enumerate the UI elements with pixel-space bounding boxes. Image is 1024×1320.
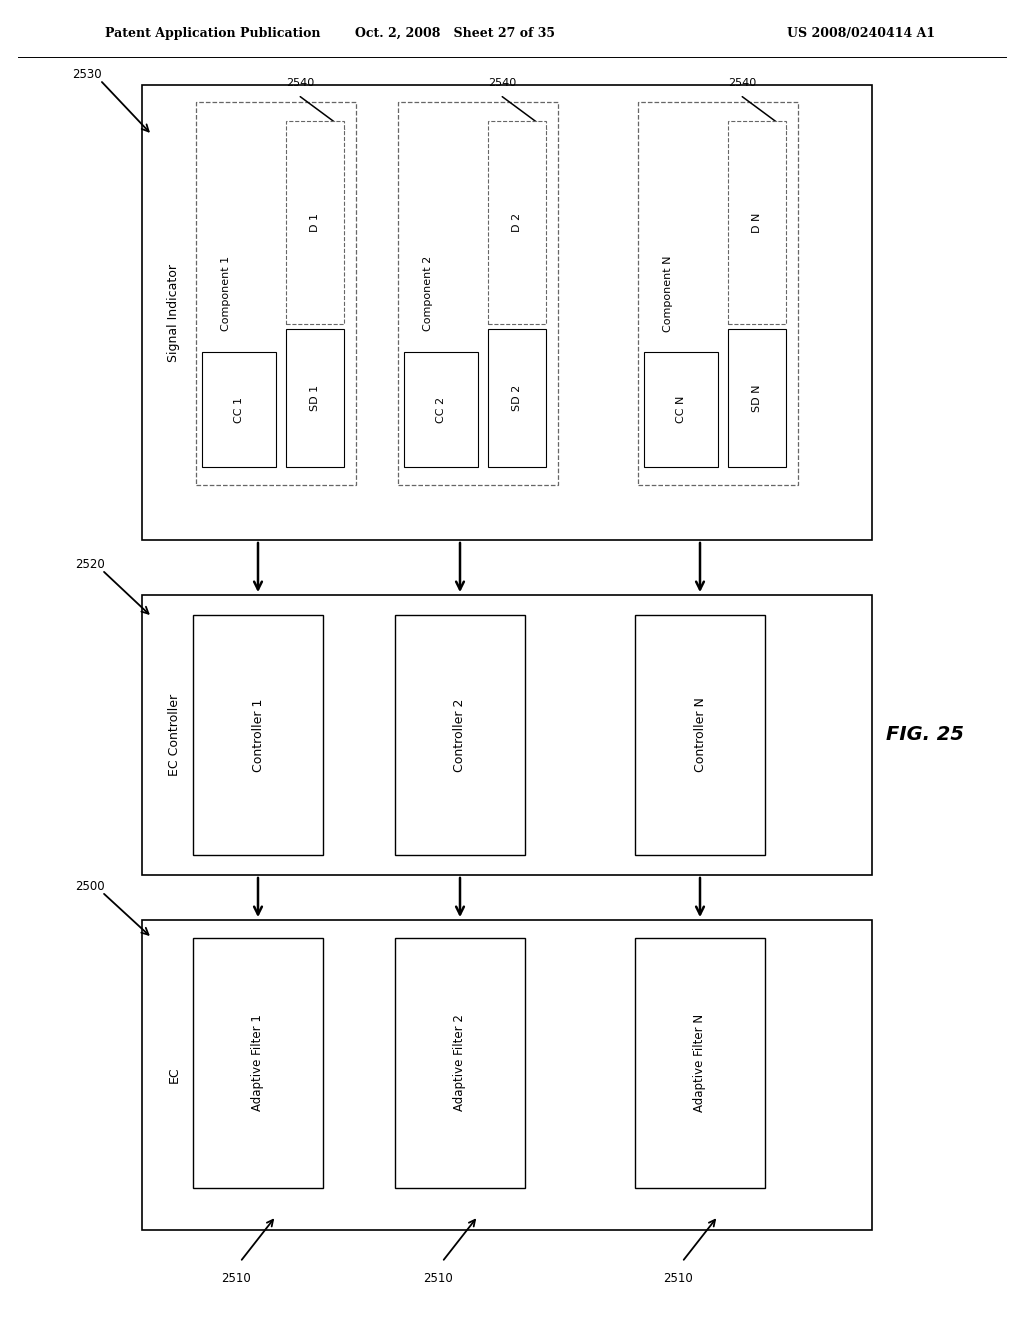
Text: Adaptive Filter N: Adaptive Filter N <box>693 1014 707 1111</box>
Text: US 2008/0240414 A1: US 2008/0240414 A1 <box>786 26 935 40</box>
Text: FIG. 25: FIG. 25 <box>886 726 964 744</box>
Bar <box>488 329 546 467</box>
Bar <box>638 102 798 484</box>
Text: 2540: 2540 <box>728 78 756 88</box>
Text: SD 1: SD 1 <box>310 385 319 411</box>
Text: 2510: 2510 <box>664 1272 693 1284</box>
Bar <box>728 121 786 325</box>
Text: 2500: 2500 <box>75 879 104 892</box>
Text: 2540: 2540 <box>286 78 314 88</box>
Bar <box>644 352 718 467</box>
Text: Patent Application Publication: Patent Application Publication <box>105 26 321 40</box>
Text: Controller 2: Controller 2 <box>454 698 467 772</box>
Text: D N: D N <box>752 213 762 232</box>
Bar <box>286 329 344 467</box>
Text: Signal Indicator: Signal Indicator <box>168 264 180 362</box>
Text: 2520: 2520 <box>75 558 104 572</box>
Text: D 1: D 1 <box>310 213 319 232</box>
Bar <box>398 102 558 484</box>
Text: CC N: CC N <box>676 396 686 424</box>
Text: D 2: D 2 <box>512 213 522 232</box>
Bar <box>635 615 765 855</box>
Text: Adaptive Filter 1: Adaptive Filter 1 <box>252 1015 264 1111</box>
Bar <box>488 121 546 325</box>
Bar <box>286 121 344 325</box>
Text: EC Controller: EC Controller <box>168 694 180 776</box>
Text: 2540: 2540 <box>487 78 516 88</box>
Bar <box>395 615 525 855</box>
Bar <box>142 84 872 540</box>
Bar <box>142 595 872 875</box>
Text: 2510: 2510 <box>423 1272 453 1284</box>
Text: SD N: SD N <box>752 384 762 412</box>
Text: Controller 1: Controller 1 <box>252 698 264 772</box>
Text: Component N: Component N <box>663 255 673 331</box>
Text: 2530: 2530 <box>72 69 101 82</box>
Text: Adaptive Filter 2: Adaptive Filter 2 <box>454 1015 467 1111</box>
Bar <box>193 939 323 1188</box>
Text: SD 2: SD 2 <box>512 385 522 412</box>
Text: CC 2: CC 2 <box>436 396 446 422</box>
Text: Oct. 2, 2008   Sheet 27 of 35: Oct. 2, 2008 Sheet 27 of 35 <box>355 26 555 40</box>
Bar <box>142 920 872 1230</box>
Text: 2510: 2510 <box>221 1272 251 1284</box>
Bar <box>635 939 765 1188</box>
Text: Component 2: Component 2 <box>423 256 433 331</box>
Text: Component 1: Component 1 <box>221 256 231 331</box>
Bar <box>196 102 356 484</box>
Text: Controller N: Controller N <box>693 697 707 772</box>
Text: CC 1: CC 1 <box>234 396 244 422</box>
Text: EC: EC <box>168 1067 180 1084</box>
Bar <box>728 329 786 467</box>
Bar <box>404 352 478 467</box>
Bar <box>395 939 525 1188</box>
Bar <box>202 352 276 467</box>
Bar <box>193 615 323 855</box>
